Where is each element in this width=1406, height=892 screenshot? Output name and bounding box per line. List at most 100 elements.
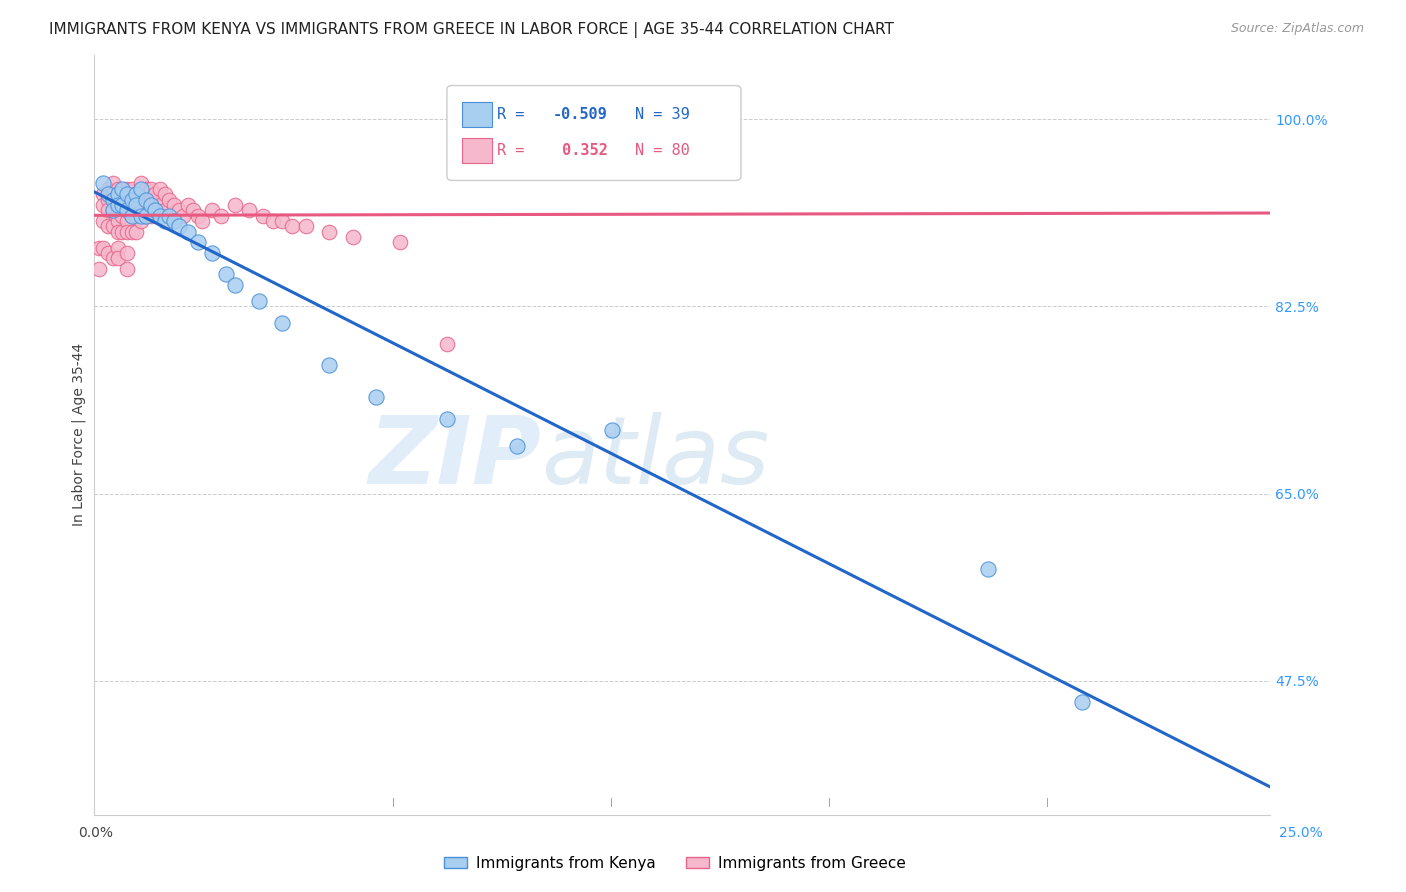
Point	[93, 177, 115, 191]
Point	[143, 203, 166, 218]
Point	[111, 187, 134, 202]
Point	[153, 214, 176, 228]
Point	[294, 219, 316, 234]
Point	[111, 209, 134, 223]
Text: N = 80: N = 80	[636, 143, 690, 158]
Point	[139, 198, 162, 212]
Point	[93, 241, 115, 255]
Point	[101, 203, 124, 218]
Point	[252, 209, 274, 223]
Point	[209, 209, 232, 223]
FancyBboxPatch shape	[447, 86, 741, 180]
Text: 25.0%: 25.0%	[1278, 826, 1323, 839]
Point	[342, 230, 364, 244]
Y-axis label: In Labor Force | Age 35-44: In Labor Force | Age 35-44	[72, 343, 86, 526]
Point	[125, 198, 148, 212]
Legend: Immigrants from Kenya, Immigrants from Greece: Immigrants from Kenya, Immigrants from G…	[437, 850, 912, 877]
Point	[135, 182, 157, 196]
Point	[101, 219, 124, 234]
Point	[506, 438, 529, 452]
Text: |: |	[1046, 798, 1049, 807]
Point	[93, 187, 115, 202]
Point	[129, 187, 152, 202]
Point	[271, 214, 294, 228]
Point	[977, 561, 1000, 575]
Point	[149, 209, 172, 223]
Point	[318, 225, 340, 239]
Point	[163, 198, 186, 212]
Point	[201, 203, 224, 218]
Point	[111, 182, 134, 196]
Point	[87, 241, 110, 255]
Point	[129, 198, 152, 212]
Point	[107, 214, 129, 228]
Text: -0.509: -0.509	[553, 107, 607, 122]
Point	[125, 209, 148, 223]
Point	[101, 177, 124, 191]
Point	[191, 214, 214, 228]
Point	[167, 219, 190, 234]
Point	[187, 235, 209, 250]
Point	[271, 316, 294, 330]
Point	[129, 209, 152, 223]
Point	[107, 182, 129, 196]
Bar	[463, 138, 492, 163]
Point	[177, 225, 200, 239]
Point	[366, 391, 388, 405]
Point	[115, 182, 138, 196]
Point	[101, 187, 124, 202]
Point	[107, 203, 129, 218]
Point	[93, 198, 115, 212]
Point	[181, 203, 204, 218]
Point	[107, 241, 129, 255]
Text: R =: R =	[498, 143, 534, 158]
Point	[201, 246, 224, 260]
Point	[318, 359, 340, 373]
Point	[115, 246, 138, 260]
Point	[135, 193, 157, 207]
Text: atlas: atlas	[541, 412, 769, 503]
Point	[129, 214, 152, 228]
Point	[101, 193, 124, 207]
Point	[135, 193, 157, 207]
Point	[600, 423, 623, 437]
Point	[125, 198, 148, 212]
Point	[163, 214, 186, 228]
Text: IMMIGRANTS FROM KENYA VS IMMIGRANTS FROM GREECE IN LABOR FORCE | AGE 35-44 CORRE: IMMIGRANTS FROM KENYA VS IMMIGRANTS FROM…	[49, 22, 894, 38]
Point	[153, 187, 176, 202]
Point	[143, 187, 166, 202]
Text: |: |	[828, 798, 831, 807]
Point	[101, 252, 124, 266]
Point	[125, 187, 148, 202]
Text: 0.352: 0.352	[553, 143, 607, 158]
Text: R =: R =	[498, 107, 534, 122]
Point	[97, 182, 120, 196]
Point	[262, 214, 284, 228]
Point	[149, 182, 172, 196]
Text: |: |	[610, 798, 613, 807]
Point	[153, 203, 176, 218]
Point	[97, 203, 120, 218]
Point	[115, 187, 138, 202]
Point	[1071, 695, 1094, 709]
Point	[157, 193, 180, 207]
Point	[107, 193, 129, 207]
Point	[247, 294, 270, 309]
Point	[280, 219, 302, 234]
Point	[129, 177, 152, 191]
Point	[135, 209, 157, 223]
Point	[224, 278, 246, 293]
Point	[139, 209, 162, 223]
Point	[157, 209, 180, 223]
Point	[436, 412, 458, 426]
Text: ZIP: ZIP	[368, 411, 541, 504]
Point	[224, 198, 246, 212]
Point	[215, 268, 238, 282]
Point	[93, 214, 115, 228]
Text: |: |	[392, 798, 395, 807]
Point	[101, 203, 124, 218]
Point	[97, 187, 120, 202]
Point	[139, 193, 162, 207]
Point	[172, 209, 194, 223]
Point	[139, 182, 162, 196]
